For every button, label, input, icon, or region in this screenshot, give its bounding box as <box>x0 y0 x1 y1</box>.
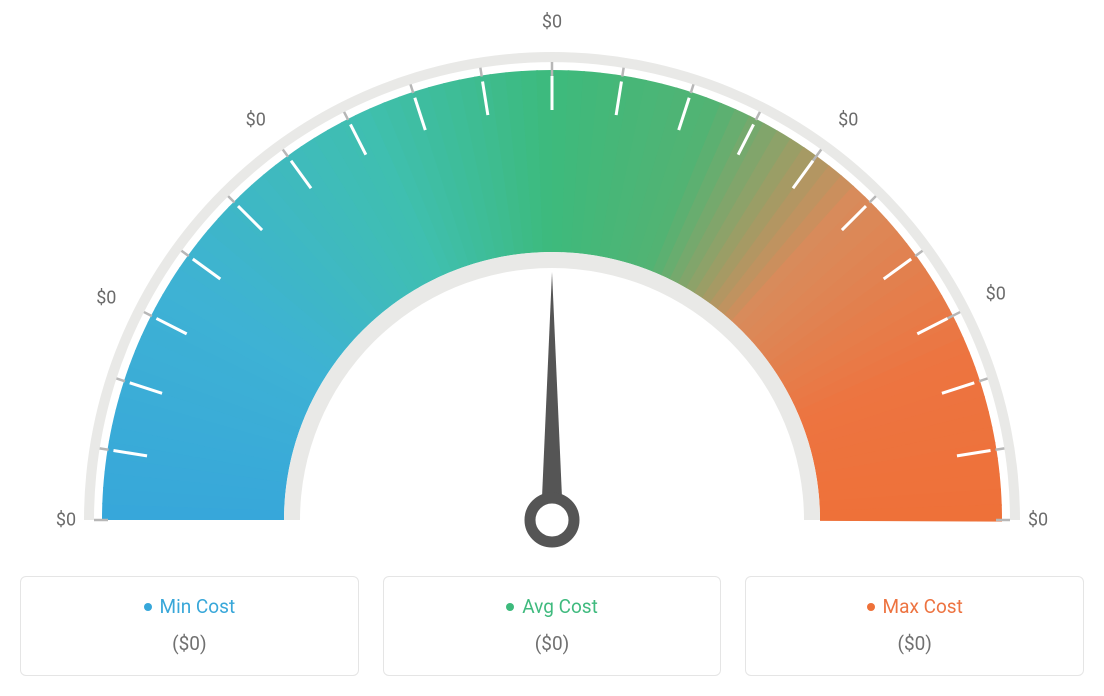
legend-title-max: Max Cost <box>883 595 963 618</box>
cost-gauge: $0$0$0$0$0$0$0 <box>20 20 1084 560</box>
legend-title-min: Min Cost <box>160 595 236 618</box>
legend-title-avg: Avg Cost <box>522 595 598 618</box>
gauge-tick-label: $0 <box>838 109 858 130</box>
legend-value-max: ($0) <box>758 632 1071 655</box>
legend-row: Min Cost ($0) Avg Cost ($0) Max Cost ($0… <box>20 576 1084 676</box>
legend-card-avg: Avg Cost ($0) <box>383 576 722 676</box>
legend-dot-max <box>867 603 875 611</box>
gauge-tick-label: $0 <box>246 109 266 130</box>
gauge-tick-label: $0 <box>542 12 562 33</box>
gauge-tick-label: $0 <box>986 283 1006 304</box>
legend-value-avg: ($0) <box>396 632 709 655</box>
gauge-tick-label: $0 <box>56 510 76 531</box>
legend-dot-min <box>144 603 152 611</box>
legend-value-min: ($0) <box>33 632 346 655</box>
gauge-tick-label: $0 <box>96 287 116 308</box>
legend-card-max: Max Cost ($0) <box>745 576 1084 676</box>
gauge-tick-label: $0 <box>1028 510 1048 531</box>
legend-card-min: Min Cost ($0) <box>20 576 359 676</box>
legend-dot-avg <box>506 603 514 611</box>
